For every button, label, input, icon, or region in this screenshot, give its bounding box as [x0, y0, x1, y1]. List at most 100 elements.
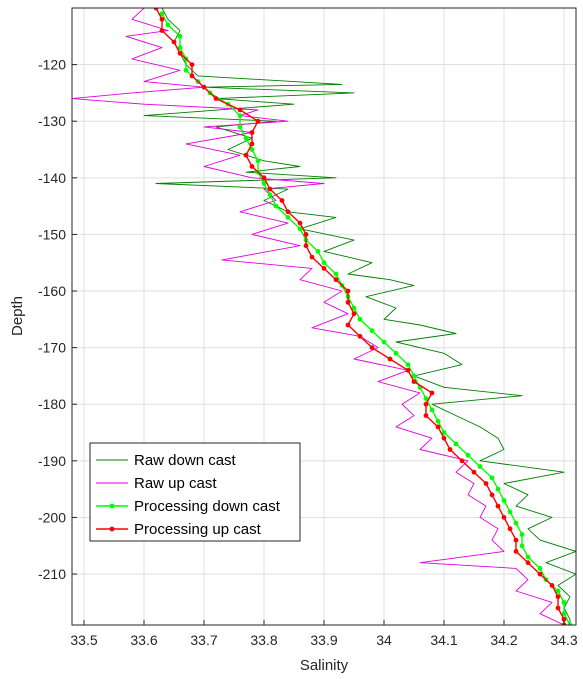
data-point: [447, 447, 453, 452]
data-point: [237, 124, 243, 130]
data-point: [519, 532, 525, 537]
data-point: [183, 67, 189, 73]
data-point: [255, 118, 261, 124]
data-point: [405, 362, 411, 367]
data-point: [501, 515, 507, 520]
data-point: [471, 469, 477, 475]
data-point: [249, 164, 255, 169]
data-point: [555, 588, 561, 594]
legend-item: Raw down cast: [96, 452, 237, 469]
data-point: [351, 311, 357, 317]
data-point: [177, 50, 183, 56]
data-point: [243, 152, 249, 158]
data-point: [303, 243, 309, 249]
data-point: [267, 192, 273, 198]
data-point: [525, 560, 531, 566]
data-point: [483, 481, 489, 486]
data-point: [561, 616, 567, 622]
data-point: [213, 96, 219, 101]
data-point: [237, 113, 243, 118]
data-point: [429, 390, 435, 396]
data-point: [423, 396, 429, 401]
x-tick-label: 34.2: [490, 632, 517, 648]
data-point: [333, 277, 339, 283]
data-point: [297, 226, 303, 232]
data-point: [297, 220, 303, 226]
series-line: [72, 8, 565, 625]
data-point: [243, 135, 249, 141]
data-point: [513, 549, 519, 554]
data-point: [189, 73, 195, 79]
data-point: [303, 232, 309, 237]
plot-area: [72, 8, 576, 625]
data-point: [249, 130, 255, 135]
x-tick-label: 33.7: [190, 632, 217, 648]
data-point: [279, 198, 285, 203]
data-point: [435, 424, 441, 430]
x-tick-label: 34.1: [430, 632, 457, 648]
data-point: [309, 254, 315, 260]
y-tick-label: -120: [38, 57, 66, 73]
data-point: [477, 464, 483, 469]
data-point: [453, 441, 459, 447]
data-point: [321, 266, 327, 271]
legend-item: Processing up cast: [96, 521, 262, 538]
data-point: [429, 407, 435, 413]
data-point: [261, 181, 267, 186]
data-point: [405, 367, 411, 373]
x-tick-label: 33.6: [130, 632, 157, 648]
data-point: [441, 435, 447, 441]
x-tick-label: 34.3: [550, 632, 577, 648]
data-point: [423, 401, 429, 407]
data-point: [489, 475, 495, 481]
data-point: [369, 345, 375, 350]
x-axis-label: Salinity: [300, 657, 349, 674]
data-point: [357, 333, 363, 339]
data-point: [315, 249, 321, 254]
data-point: [489, 492, 495, 498]
y-tick-label: -130: [38, 113, 66, 129]
data-point: [423, 413, 429, 418]
data-point: [333, 271, 339, 277]
data-point: [153, 8, 159, 11]
data-point: [537, 566, 543, 571]
data-point: [201, 84, 207, 90]
data-point: [393, 350, 399, 356]
data-point: [369, 328, 375, 334]
data-point: [549, 583, 555, 588]
data-point: [273, 203, 279, 209]
data-point: [159, 28, 165, 33]
y-tick-label: -200: [38, 509, 66, 525]
legend-item: Processing down cast: [96, 498, 281, 515]
legend-item: Raw up cast: [96, 475, 217, 492]
legend-marker: [109, 503, 115, 509]
data-point: [345, 299, 351, 305]
data-point: [159, 11, 165, 17]
data-point: [507, 526, 513, 532]
data-point: [513, 537, 519, 543]
data-point: [465, 452, 471, 458]
data-point: [255, 158, 261, 164]
legend-label: Raw down cast: [134, 452, 237, 469]
y-tick-label: -180: [38, 396, 66, 412]
y-tick-label: -140: [38, 170, 66, 186]
x-tick-label: 34: [376, 632, 392, 648]
data-point: [561, 600, 567, 605]
legend-label: Processing up cast: [134, 521, 262, 538]
data-point: [387, 356, 393, 362]
data-point: [525, 554, 531, 560]
data-point: [435, 418, 441, 424]
data-point: [495, 486, 501, 492]
data-point: [285, 209, 291, 215]
data-point: [345, 288, 351, 294]
data-point: [507, 509, 513, 515]
legend-label: Raw up cast: [134, 475, 217, 492]
axis-ticks: 33.5 33.6 33.7 33.8 33.9 34 34.1 34.2 34.3 -120 -1…: [38, 57, 578, 648]
data-point: [345, 322, 351, 328]
data-point: [441, 430, 447, 435]
data-point: [501, 498, 507, 503]
legend-label: Processing down cast: [134, 498, 281, 515]
x-tick-label: 33.9: [310, 632, 337, 648]
data-point: [165, 22, 171, 28]
